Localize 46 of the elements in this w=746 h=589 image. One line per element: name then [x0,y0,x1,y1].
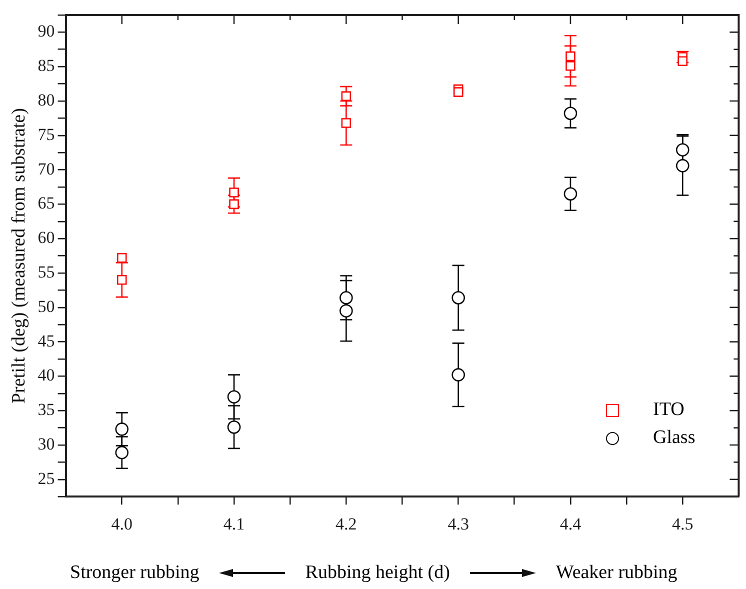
point [341,118,352,128]
point [566,51,576,62]
y-tick-label: 85 [38,56,55,76]
y-tick-label: 35 [38,400,55,420]
point [227,420,241,434]
y-tick-label: 25 [38,468,55,488]
x-tick-label: 4.5 [672,514,694,534]
point [229,188,239,198]
point [340,291,353,304]
y-axis-title: Pretilt (deg) (measured from substrate) [8,108,30,404]
x-tick-label: 4.3 [448,514,469,534]
legend-label: ITO [653,399,684,421]
y-tick-label: 65 [38,194,55,213]
point [566,61,576,71]
point [452,291,465,304]
point [116,274,127,285]
point [453,87,464,97]
point [116,252,127,263]
y-tick-label: 70 [38,159,55,178]
x-tick-label: 4.1 [223,514,245,534]
y-tick-label: 30 [38,434,55,454]
y-tick-label: 50 [38,296,55,316]
point [115,446,129,460]
point [676,159,690,172]
point [452,368,465,382]
point [340,304,353,318]
point [115,422,129,436]
x-tick-label: 4.4 [560,514,582,534]
y-tick-label: 40 [38,366,55,385]
point [564,187,578,201]
y-tick-label: 75 [38,124,55,144]
legend-label: Glass [653,427,696,449]
text: Weaker rubbing [556,562,678,584]
y-tick-label: 55 [38,262,55,282]
point [678,56,688,66]
text: Stronger rubbing [70,562,200,584]
y-tick-label: 90 [38,22,55,41]
y-tick-label: 80 [38,90,55,110]
x-axis-title: Rubbing height (d) [305,562,450,584]
x-tick-label: 4.2 [336,514,357,534]
point [564,106,578,120]
point [227,390,241,404]
y-tick-label: 45 [38,331,55,350]
point [676,143,690,156]
x-tick-label: 4.0 [111,514,132,534]
y-tick-label: 60 [38,228,55,248]
